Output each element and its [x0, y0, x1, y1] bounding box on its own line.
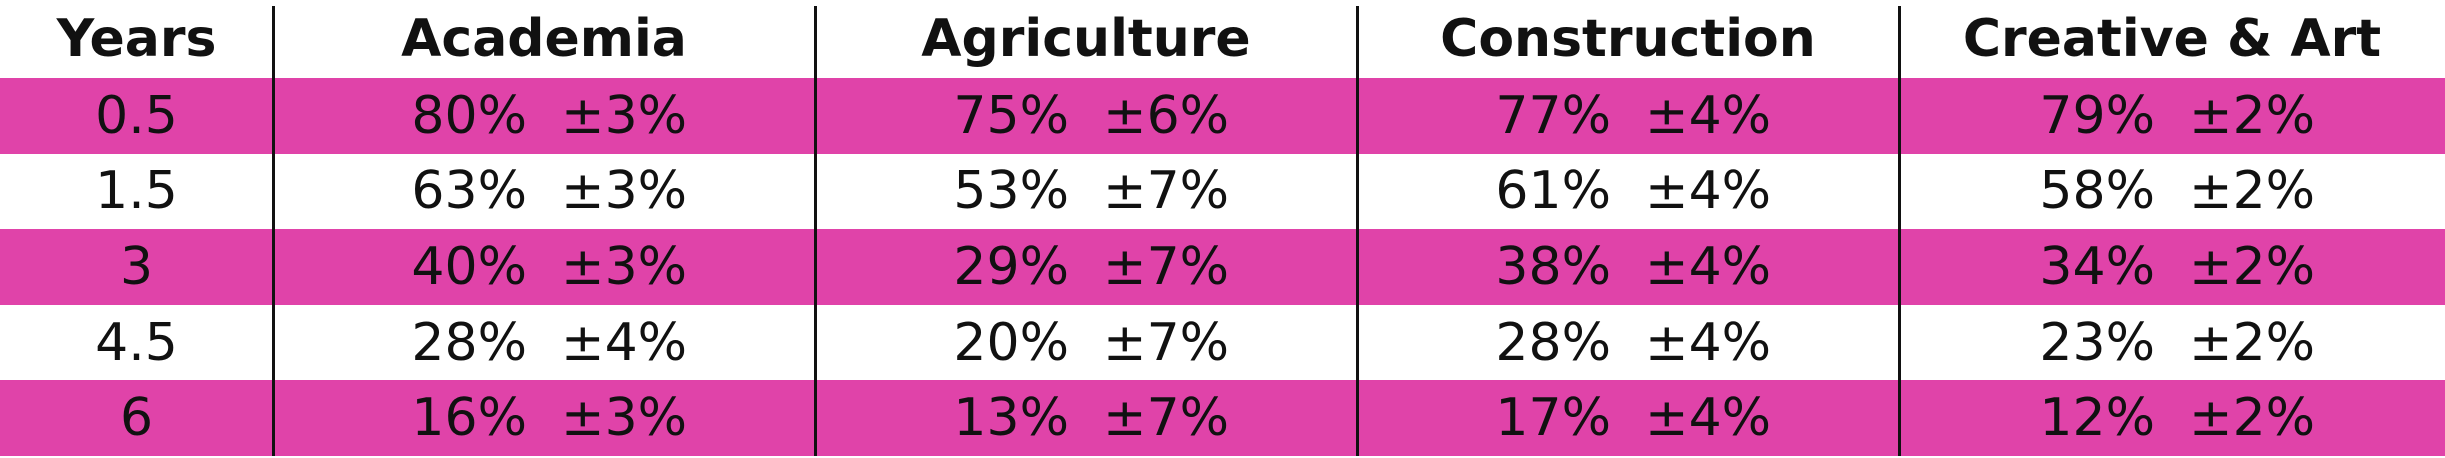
- year-cell: 1.5: [95, 161, 178, 222]
- column-divider: [272, 6, 275, 456]
- data-cell: 63% ±3%: [273, 154, 815, 230]
- data-cell: 12% ±2%: [1899, 380, 2445, 456]
- rate: 13%: [953, 388, 1069, 449]
- rate: 12%: [2039, 388, 2155, 449]
- table-row: 6 16% ±3% 13% ±7% 17% ±4% 12% ±2%: [0, 380, 2445, 456]
- rate: 34%: [2039, 236, 2155, 297]
- rate: 61%: [1495, 161, 1611, 222]
- rate: 17%: [1495, 388, 1611, 449]
- year-cell: 0.5: [95, 85, 178, 146]
- rate: 28%: [411, 312, 527, 373]
- margin: ±7%: [1103, 312, 1230, 373]
- margin: ±2%: [2189, 85, 2316, 146]
- data-cell: 75% ±6%: [815, 78, 1357, 154]
- rate: 20%: [953, 312, 1069, 373]
- rate: 75%: [953, 85, 1069, 146]
- margin: ±4%: [1645, 85, 1772, 146]
- margin: ±3%: [561, 388, 688, 449]
- column-divider: [1356, 6, 1359, 456]
- rate: 63%: [411, 161, 527, 222]
- margin: ±7%: [1103, 236, 1230, 297]
- data-cell: 17% ±4%: [1357, 380, 1899, 456]
- margin: ±4%: [1645, 312, 1772, 373]
- margin: ±4%: [1645, 161, 1772, 222]
- data-cell: 40% ±3%: [273, 229, 815, 305]
- data-cell: 23% ±2%: [1899, 305, 2445, 381]
- margin: ±2%: [2189, 388, 2316, 449]
- rate: 79%: [2039, 85, 2155, 146]
- data-cell: 20% ±7%: [815, 305, 1357, 381]
- margin: ±2%: [2189, 312, 2316, 373]
- rate: 23%: [2039, 312, 2155, 373]
- data-cell: 58% ±2%: [1899, 154, 2445, 230]
- rate: 16%: [411, 388, 527, 449]
- margin: ±3%: [561, 85, 688, 146]
- year-cell: 4.5: [95, 312, 178, 373]
- data-cell: 79% ±2%: [1899, 78, 2445, 154]
- margin: ±4%: [1645, 388, 1772, 449]
- rate: 58%: [2039, 161, 2155, 222]
- data-cell: 28% ±4%: [273, 305, 815, 381]
- data-cell: 38% ±4%: [1357, 229, 1899, 305]
- header-cell: Years: [56, 9, 217, 69]
- rate: 80%: [411, 85, 527, 146]
- margin: ±2%: [2189, 236, 2316, 297]
- data-cell: 34% ±2%: [1899, 229, 2445, 305]
- table-row: 0.5 80% ±3% 75% ±6% 77% ±4% 79% ±2%: [0, 78, 2445, 154]
- data-cell: 53% ±7%: [815, 154, 1357, 230]
- rate: 77%: [1495, 85, 1611, 146]
- margin: ±3%: [561, 161, 688, 222]
- rate: 38%: [1495, 236, 1611, 297]
- margin: ±7%: [1103, 388, 1230, 449]
- data-cell: 16% ±3%: [273, 380, 815, 456]
- column-divider: [814, 6, 817, 456]
- data-cell: 13% ±7%: [815, 380, 1357, 456]
- header-cell: Creative & Art: [1962, 9, 2382, 69]
- data-cell: 61% ±4%: [1357, 154, 1899, 230]
- data-cell: 80% ±3%: [273, 78, 815, 154]
- data-cell: 29% ±7%: [815, 229, 1357, 305]
- data-cell: 77% ±4%: [1357, 78, 1899, 154]
- rate: 29%: [953, 236, 1069, 297]
- data-cell: 28% ±4%: [1357, 305, 1899, 381]
- table-row: 1.5 63% ±3% 53% ±7% 61% ±4% 58% ±2%: [0, 154, 2445, 230]
- header-cell: Construction: [1440, 9, 1816, 69]
- margin: ±3%: [561, 236, 688, 297]
- header-cell: Academia: [401, 9, 687, 69]
- header-row: Years Academia Agriculture Construction Crea…: [0, 0, 2445, 78]
- year-cell: 6: [119, 388, 154, 449]
- table-row: 3 40% ±3% 29% ±7% 38% ±4% 34% ±2%: [0, 229, 2445, 305]
- rate: 28%: [1495, 312, 1611, 373]
- rate: 53%: [953, 161, 1069, 222]
- rate: 40%: [411, 236, 527, 297]
- column-divider: [1898, 6, 1901, 456]
- header-cell: Agriculture: [921, 9, 1251, 69]
- margin: ±4%: [1645, 236, 1772, 297]
- margin: ±6%: [1103, 85, 1230, 146]
- margin: ±7%: [1103, 161, 1230, 222]
- table-row: 4.5 28% ±4% 20% ±7% 28% ±4% 23% ±2%: [0, 305, 2445, 381]
- margin: ±2%: [2189, 161, 2316, 222]
- year-cell: 3: [119, 236, 154, 297]
- margin: ±4%: [561, 312, 688, 373]
